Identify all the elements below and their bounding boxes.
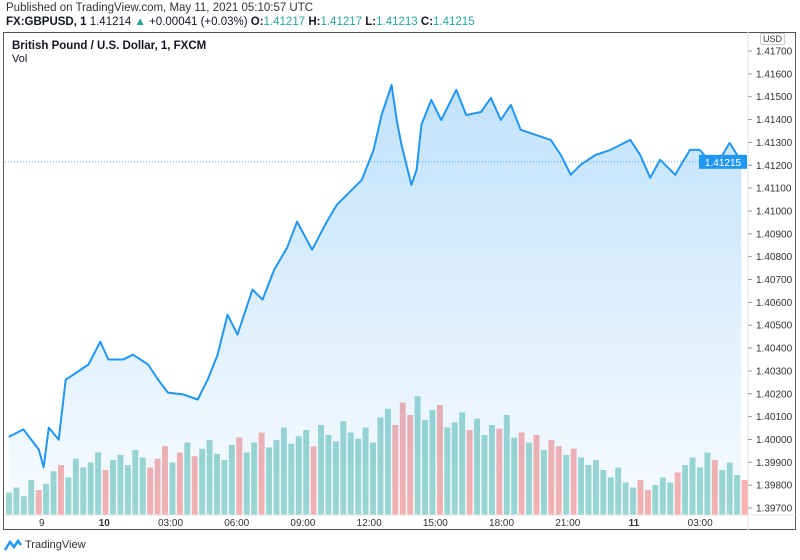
symbol-name: FX:GBPUSD, 1: [6, 16, 87, 28]
y-tick-label: 1.41000: [756, 206, 793, 217]
low-label: L:: [365, 16, 377, 28]
y-tick-label: 1.41400: [756, 115, 793, 126]
x-tick-label: 10: [99, 518, 111, 529]
y-tick-label: 1.40600: [756, 298, 793, 309]
x-tick-label: 03:00: [158, 518, 183, 529]
price-line: [8, 84, 743, 469]
y-tick-label: 1.41700: [756, 47, 793, 58]
y-tick-label: 1.41600: [756, 69, 793, 80]
y-tick-label: 1.40000: [756, 435, 793, 446]
y-tick-label: 1.40200: [756, 389, 793, 400]
y-tick-label: 1.39900: [756, 458, 793, 469]
open-value: 1.41217: [263, 16, 306, 28]
high-label: H:: [308, 16, 321, 28]
y-tick-label: 1.39700: [756, 504, 793, 515]
high-value: 1.41217: [320, 16, 363, 28]
y-tick-label: 1.40500: [756, 321, 793, 332]
y-tick-label: 1.41500: [756, 92, 793, 103]
x-tick-label: 06:00: [224, 518, 249, 529]
change-value: +0.00041 (+0.03%): [149, 16, 248, 28]
volume-bar: [741, 480, 748, 515]
x-tick-label: 12:00: [357, 518, 382, 529]
x-tick-label: 11: [629, 518, 640, 529]
open-label: O:: [250, 16, 264, 28]
x-tick-label: 09:00: [290, 518, 315, 529]
x-tick-label: 9: [39, 518, 45, 529]
y-tick-label: 1.40900: [756, 229, 793, 240]
y-tick-label: 1.41200: [756, 161, 793, 172]
y-tick-label: 1.41300: [756, 138, 793, 149]
currency-button[interactable]: USD: [760, 33, 786, 45]
x-tick-label: 21:00: [555, 518, 580, 529]
last-price-badge: [699, 154, 747, 169]
y-tick-label: 1.40800: [756, 252, 793, 263]
x-tick-label: 15:00: [423, 518, 448, 529]
y-tick-label: 1.40300: [756, 366, 793, 377]
chart-title: British Pound / U.S. Dollar, 1, FXCM: [12, 40, 207, 52]
tradingview-logo-icon: [4, 539, 22, 551]
y-tick-label: 1.41100: [756, 184, 792, 195]
y-tick-label: 1.40400: [756, 344, 793, 355]
up-arrow-icon: ▲: [134, 16, 146, 28]
y-tick-label: 1.39800: [756, 481, 793, 492]
close-label: C:: [420, 16, 434, 28]
x-tick-label: 03:00: [688, 518, 713, 529]
low-value: 1.41213: [376, 16, 418, 28]
brand-name: TradingView: [25, 539, 86, 551]
volume-label: Vol: [12, 53, 28, 65]
y-tick-label: 1.40700: [756, 275, 793, 286]
published-note: Published on TradingView.com, May 11, 20…: [6, 2, 314, 14]
x-tick-label: 18:00: [489, 518, 514, 529]
close-value: 1.41215: [433, 16, 475, 28]
price-area-fill: [8, 85, 742, 515]
y-tick-label: 1.40100: [756, 412, 793, 423]
chart-frame: [3, 32, 796, 530]
tradingview-logo[interactable]: TradingView: [4, 539, 86, 551]
last-value: 1.41214: [89, 16, 132, 28]
last-price-label: 1.41215: [705, 158, 742, 169]
symbol-info-bar: FX:GBPUSD, 1 1.41214 ▲ +0.00041 (+0.03%)…: [6, 16, 475, 28]
